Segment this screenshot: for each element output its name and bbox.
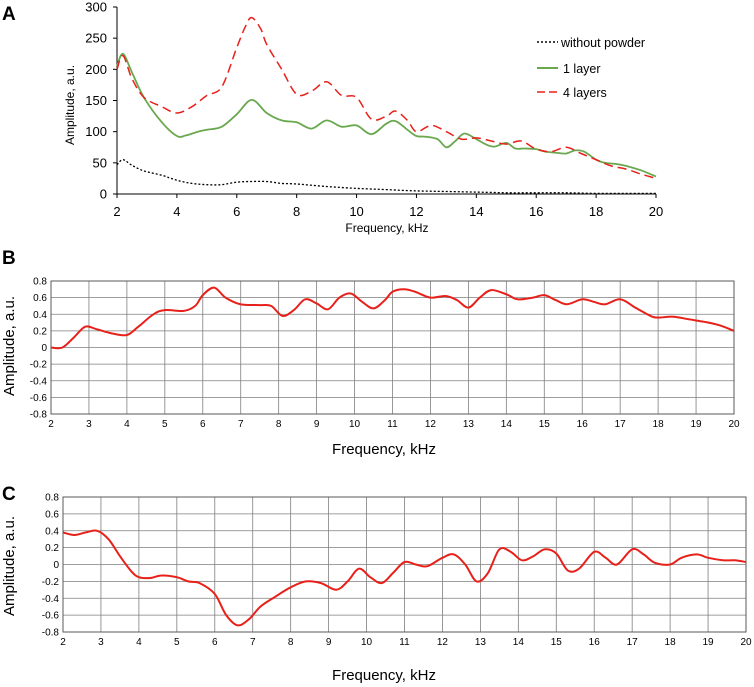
panel-c-y-tick-label: 0.6 — [45, 509, 59, 520]
panel-a-x-tick-label: 10 — [349, 204, 363, 219]
panel-c-x-tick-label: 6 — [212, 637, 218, 648]
panel-c-y-tick-label: -0.4 — [42, 594, 60, 605]
panel-c-y-tick-label: 0.4 — [45, 526, 59, 537]
panel-a-series-4-layers — [116, 16, 657, 180]
panel-b-y-tick-label: 0 — [41, 343, 47, 354]
panel-c-x-tick-label: 12 — [437, 637, 449, 648]
panel-a-x-tick-label: 14 — [469, 204, 483, 219]
panel-a-y-tick-label: 150 — [85, 93, 107, 108]
panel-c-y-tick-label: 0.2 — [45, 543, 59, 554]
panel-b-x-tick-label: 9 — [314, 419, 320, 430]
panel-c-y-tick-label: -0.2 — [42, 577, 60, 588]
panel-b-x-tick-label: 7 — [238, 419, 244, 430]
panel-a-series-1-layer — [116, 52, 657, 178]
panel-a-x-tick-label: 20 — [649, 204, 663, 219]
panel-a-legend: without powder 1 layer 4 layers — [537, 36, 645, 100]
panel-c-x-tick-label: 4 — [136, 637, 142, 648]
panel-c-x-tick-label: 3 — [98, 637, 104, 648]
panel-a-x-tick-label: 4 — [173, 204, 180, 219]
panel-a-x-tick-label: 16 — [529, 204, 543, 219]
panel-a-y-axis-label: Amplitude, a.u. — [63, 65, 77, 145]
panel-a-x-tick-label: 6 — [233, 204, 240, 219]
panel-c-x-tick-label: 10 — [361, 637, 373, 648]
panel-a-x-tick-label: 8 — [293, 204, 300, 219]
panel-b-x-tick-label: 20 — [728, 419, 740, 430]
panel-b-y-tick-label: 0.8 — [33, 277, 47, 288]
panel-a-y-tick-label: 0 — [100, 187, 107, 202]
panel-b-y-tick-label: -0.8 — [30, 410, 48, 421]
panel-b-y-tick-label: 0.4 — [33, 310, 47, 321]
panel-a-y-tick-label: 200 — [85, 62, 107, 77]
panel-b-x-tick-label: 10 — [349, 419, 361, 430]
panel-c-series-line — [62, 529, 747, 627]
panel-c-y-axis-label: Amplitude, a.u. — [1, 516, 18, 616]
panel-b-x-tick-label: 8 — [276, 419, 282, 430]
panel-c-x-tick-label: 18 — [665, 637, 677, 648]
panel-a-series-without-powder — [116, 159, 656, 195]
panel-c-label: C — [2, 484, 16, 505]
panel-c-x-tick-label: 15 — [551, 637, 563, 648]
panel-b-x-tick-label: 15 — [539, 419, 551, 430]
panel-b-y-tick-label: -0.6 — [30, 393, 48, 404]
panel-b-y-axis-label: Amplitude, a.u. — [1, 296, 18, 396]
panel-b-y-tick-label: 0.2 — [33, 326, 47, 337]
panel-c-x-tick-label: 19 — [702, 637, 714, 648]
panel-b-x-tick-label: 2 — [48, 419, 54, 430]
panel-b: B Amplitude, a.u. Frequency, kHz 2 3 4 5 6 7 8… — [1, 248, 740, 458]
panel-a-x-tick-label: 18 — [589, 204, 603, 219]
panel-c-x-tick-label: 2 — [60, 637, 66, 648]
panel-c-y-tick-label: 0 — [53, 560, 59, 571]
panel-b-y-tick-label: -0.4 — [30, 376, 48, 387]
panel-c-x-tick-label: 14 — [513, 637, 525, 648]
panel-b-x-tick-label: 17 — [615, 419, 627, 430]
legend-label-without-powder: without powder — [560, 36, 645, 50]
panel-c-x-tick-label: 20 — [740, 637, 752, 648]
panel-a-label: A — [2, 4, 16, 25]
panel-b-series-line — [50, 286, 735, 350]
panel-b-x-tick-label: 13 — [463, 419, 475, 430]
panel-c-x-tick-label: 5 — [174, 637, 180, 648]
panel-a-y-tick-label: 300 — [85, 0, 107, 15]
panel-c: C Amplitude, a.u. Frequency, kHz 2 3 4 5 6 7 8… — [1, 484, 752, 684]
panel-a-y-tick-label: 250 — [85, 31, 107, 46]
panel-b-x-tick-label: 14 — [501, 419, 513, 430]
panel-c-x-tick-label: 9 — [326, 637, 332, 648]
panel-b-x-tick-label: 5 — [162, 419, 168, 430]
legend-label-1-layer: 1 layer — [563, 62, 601, 76]
panel-a-x-tick-label: 2 — [113, 204, 120, 219]
panel-b-y-tick-label: -0.2 — [30, 360, 48, 371]
panel-c-x-axis-label: Frequency, kHz — [332, 667, 436, 684]
panel-c-x-tick-label: 7 — [250, 637, 256, 648]
panel-b-x-tick-label: 16 — [577, 419, 589, 430]
panel-b-x-tick-label: 12 — [425, 419, 437, 430]
panel-b-x-tick-label: 4 — [124, 419, 130, 430]
panel-b-x-axis-label: Frequency, kHz — [332, 441, 436, 458]
panel-a-y-tick-label: 100 — [85, 124, 107, 139]
panel-b-x-tick-label: 3 — [86, 419, 92, 430]
panel-c-x-tick-label: 16 — [589, 637, 601, 648]
panel-c-x-tick-label: 13 — [475, 637, 487, 648]
panel-c-y-tick-label: 0.8 — [45, 493, 59, 504]
panel-b-x-tick-label: 11 — [387, 419, 398, 430]
panel-b-x-tick-label: 19 — [690, 419, 702, 430]
panel-b-label: B — [2, 248, 16, 269]
legend-label-4-layers: 4 layers — [563, 86, 607, 100]
panel-c-plot-frame — [62, 496, 747, 633]
panel-c-y-tick-label: -0.8 — [42, 628, 60, 639]
panel-c-x-tick-label: 17 — [627, 637, 639, 648]
panel-b-y-tick-label: 0.6 — [33, 293, 47, 304]
panel-c-x-tick-label: 8 — [288, 637, 294, 648]
panel-c-x-tick-label: 11 — [399, 637, 410, 648]
panel-a-x-tick-label: 12 — [409, 204, 423, 219]
panel-a-y-tick-label: 50 — [93, 155, 107, 170]
panel-a: A Amplitude, a.u. Frequency, kHz without… — [2, 0, 663, 235]
panel-b-x-tick-label: 18 — [653, 419, 665, 430]
panel-c-y-tick-label: -0.6 — [42, 611, 60, 622]
panel-b-x-tick-label: 6 — [200, 419, 206, 430]
panel-a-x-axis-label: Frequency, kHz — [345, 221, 428, 235]
